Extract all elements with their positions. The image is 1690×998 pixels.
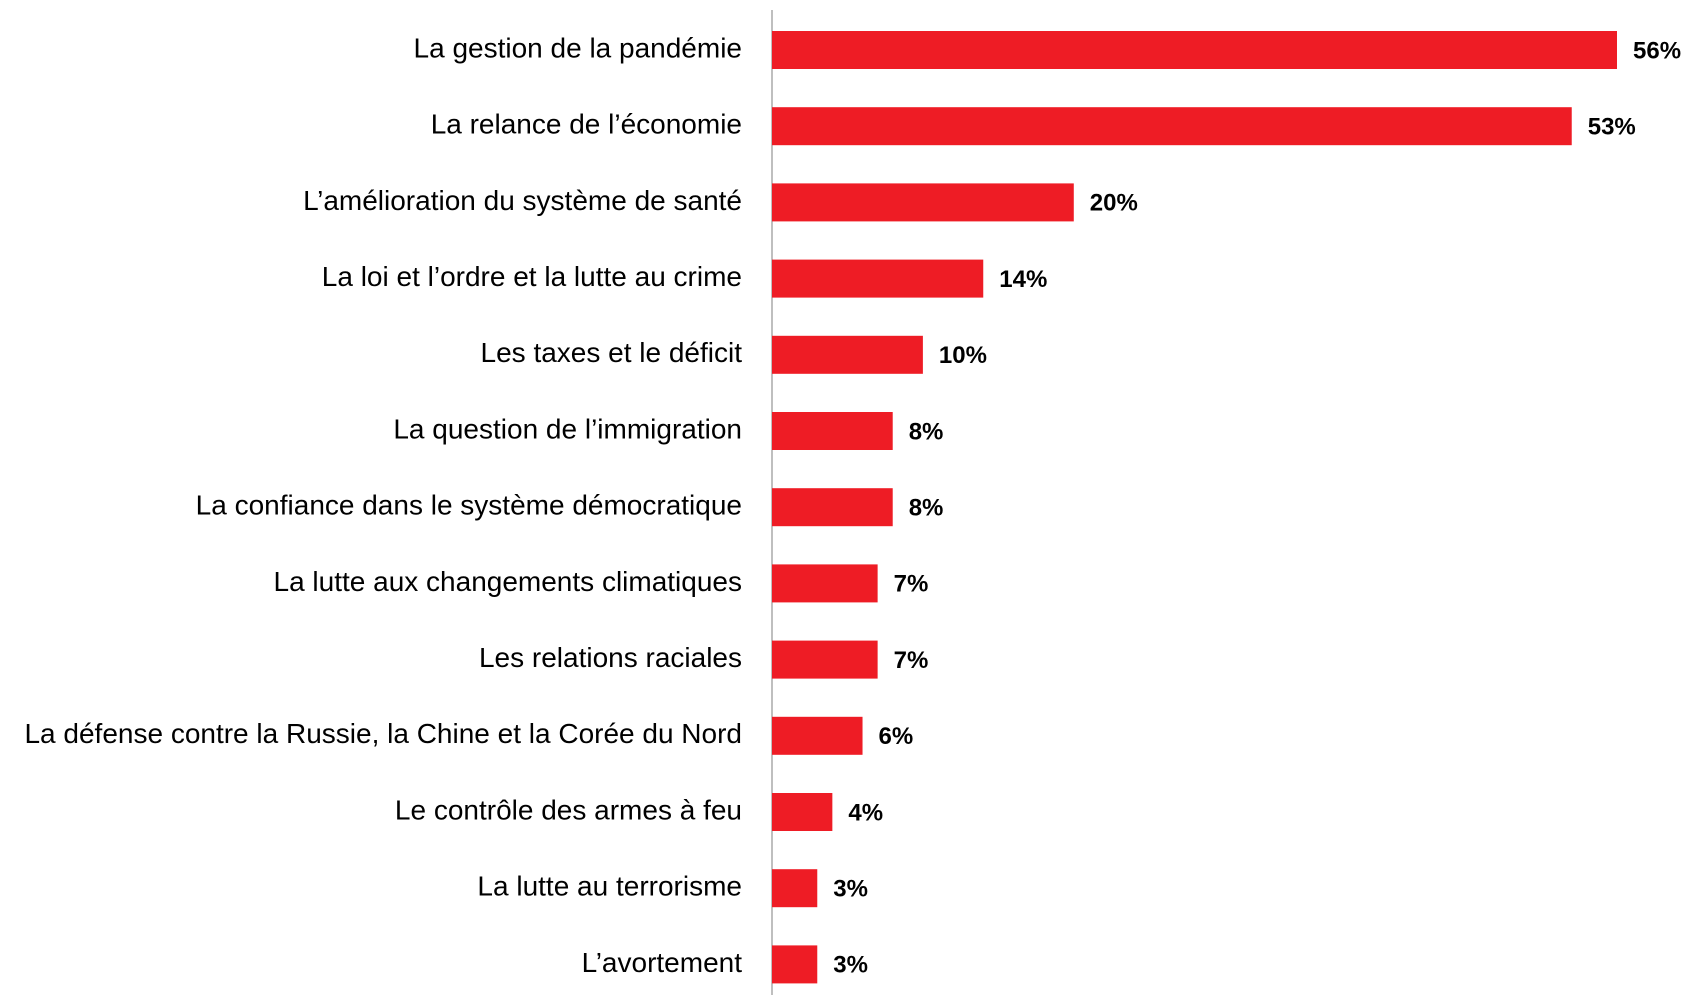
value-label: 7% (894, 571, 929, 598)
bar (772, 183, 1074, 222)
bar (772, 716, 863, 755)
category-label: Le contrôle des armes à feu (395, 794, 742, 825)
category-label: La question de l’immigration (393, 413, 742, 444)
category-label: L’avortement (582, 947, 743, 978)
bar (772, 107, 1572, 146)
category-label: La défense contre la Russie, la Chine et… (24, 718, 742, 749)
bar (772, 488, 893, 527)
category-label: Les relations raciales (479, 642, 742, 673)
value-label: 8% (909, 495, 944, 522)
category-label: Les taxes et le déficit (481, 337, 743, 368)
value-label: 7% (894, 647, 929, 674)
value-label: 14% (999, 266, 1047, 293)
value-label: 6% (879, 723, 914, 750)
category-label: La confiance dans le système démocratiqu… (196, 490, 742, 521)
value-label: 20% (1090, 190, 1138, 217)
value-label: 56% (1633, 37, 1681, 64)
value-label: 53% (1588, 114, 1636, 141)
bar (772, 412, 893, 450)
category-label: La relance de l’économie (431, 109, 742, 140)
bar (772, 335, 923, 374)
category-label: L’amélioration du système de santé (303, 185, 742, 216)
value-label: 3% (833, 876, 868, 903)
category-label: La gestion de la pandémie (414, 32, 742, 63)
value-label: 3% (833, 952, 868, 979)
bar (772, 945, 818, 984)
value-label: 10% (939, 342, 987, 369)
category-label: La loi et l’ordre et la lutte au crime (322, 261, 742, 292)
bar (772, 640, 878, 679)
category-label: La lutte aux changements climatiques (274, 566, 743, 597)
value-label: 8% (909, 418, 944, 445)
bar (772, 564, 878, 603)
category-label: La lutte au terrorisme (477, 871, 742, 902)
bar (772, 869, 818, 908)
bar (772, 259, 984, 298)
bar (772, 793, 833, 831)
value-label: 4% (848, 799, 883, 826)
bar (772, 31, 1617, 69)
